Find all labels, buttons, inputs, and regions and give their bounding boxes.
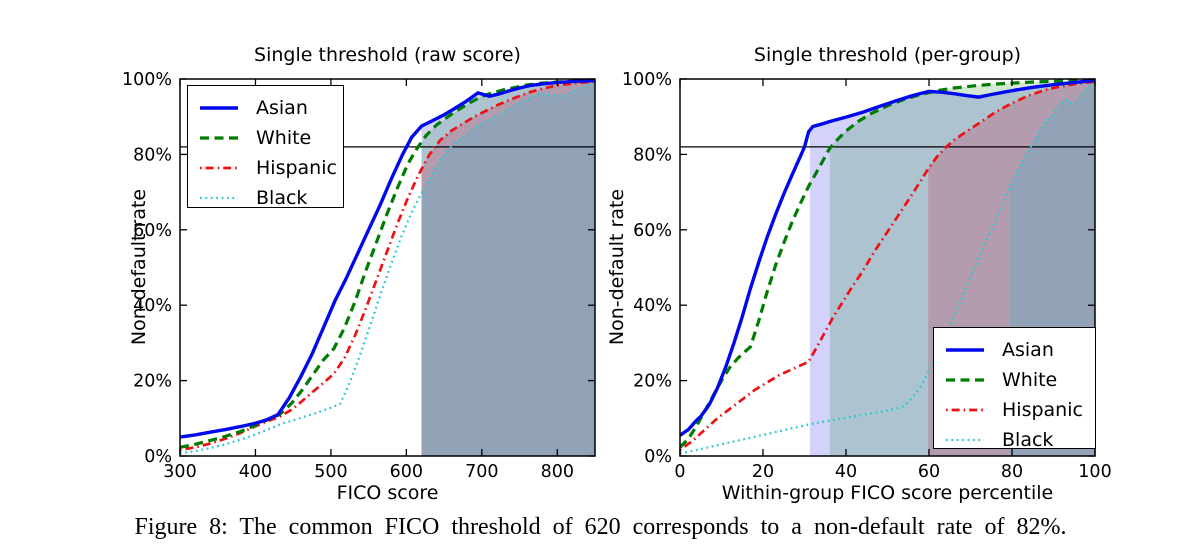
shaded-region-white [421,80,595,456]
right-chart-legend: Asian White Hispanic Black [933,327,1096,451]
x-tick-label: 600 [390,462,423,482]
shaded-region-black [421,82,595,456]
legend-line-sample-asian [946,348,984,352]
y-tick-label: 80% [133,145,172,165]
shaded-region-hispanic [421,81,595,456]
y-tick-label: 40% [133,296,172,316]
shaded-region-asian [421,80,595,456]
x-tick-label: 40 [835,462,857,482]
legend-item-hispanic: Hispanic [188,153,343,183]
legend-item-black: Black [934,425,1095,455]
legend-label-asian: Asian [1002,339,1054,361]
legend-label-white: White [1002,369,1058,391]
legend-line-sample-black [946,438,984,442]
x-tick-label: 0 [674,462,685,482]
legend-label-hispanic: Hispanic [256,157,337,179]
legend-item-hispanic: Hispanic [934,395,1095,425]
legend-line-sample-asian [200,106,238,110]
legend-label-hispanic: Hispanic [1002,399,1083,421]
series-line-hispanic [679,80,1096,452]
legend-item-asian: Asian [934,335,1095,365]
x-tick-label: 800 [541,462,574,482]
legend-label-asian: Asian [256,97,308,119]
series-line-asian [679,78,1096,437]
y-tick-label: 100% [122,70,172,90]
legend-label-white: White [256,127,312,149]
y-tick-label: 20% [133,372,172,392]
legend-item-asian: Asian [188,93,343,123]
y-tick-label: 60% [133,221,172,241]
legend-line-sample-hispanic [200,166,238,170]
left-chart-legend: Asian White Hispanic Black [187,85,344,209]
plot-border [179,78,596,457]
x-tick-label: 80 [1001,462,1023,482]
legend-line-sample-black [200,196,238,200]
x-tick-label: 20 [752,462,774,482]
series-line-white [678,78,1096,449]
legend-label-black: Black [256,187,308,209]
x-tick-label: 100 [1078,462,1111,482]
y-tick-label: 60% [633,221,672,241]
legend-item-black: Black [188,183,343,213]
legend-line-sample-white [946,378,984,382]
y-tick-label: 80% [633,145,672,165]
x-tick-label: 300 [163,462,196,482]
legend-line-sample-hispanic [946,408,984,412]
legend-label-black: Black [1002,429,1054,451]
right-y-axis-label: Non-default rate [606,188,628,346]
y-tick-label: 100% [622,70,672,90]
plot-border [679,78,1096,457]
legend-item-white: White [934,365,1095,395]
legend-item-white: White [188,123,343,153]
series-line-asian [179,78,596,439]
x-tick-label: 500 [314,462,347,482]
x-tick-label: 400 [239,462,272,482]
right-chart-title: Single threshold (per-group) [753,44,1022,66]
series-line-black [679,81,1096,455]
left-x-axis-label: FICO score [336,482,439,504]
y-tick-label: 0% [644,447,672,467]
y-tick-label: 40% [633,296,672,316]
left-chart-title: Single threshold (raw score) [254,44,521,66]
x-tick-label: 700 [465,462,498,482]
legend-line-sample-white [200,136,238,140]
x-tick-label: 60 [918,462,940,482]
y-tick-label: 0% [144,447,172,467]
right-x-axis-label: Within-group FICO score percentile [721,482,1054,504]
left-y-axis-label: Non-default rate [128,188,150,346]
y-tick-label: 20% [633,372,672,392]
figure-caption: Figure 8: The common FICO threshold of 6… [134,514,1067,540]
